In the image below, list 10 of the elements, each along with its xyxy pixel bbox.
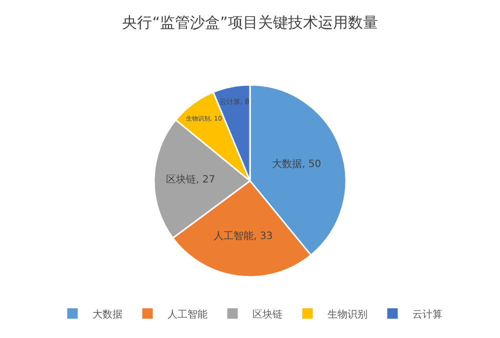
legend-label: 生物识别 xyxy=(328,308,368,320)
legend-label: 大数据 xyxy=(92,308,122,320)
data-label: 区块链, 27 xyxy=(166,173,216,186)
data-label: 大数据, 50 xyxy=(272,158,322,170)
chart-title: 央行“监管沙盒”项目关键技术运用数量 xyxy=(122,13,378,32)
legend-label: 云计算 xyxy=(412,308,442,320)
legend-label: 区块链 xyxy=(252,308,282,320)
data-label: 云计算, 8 xyxy=(219,97,250,106)
data-label: 人工智能, 33 xyxy=(214,230,273,242)
legend-label: 人工智能 xyxy=(168,308,208,320)
